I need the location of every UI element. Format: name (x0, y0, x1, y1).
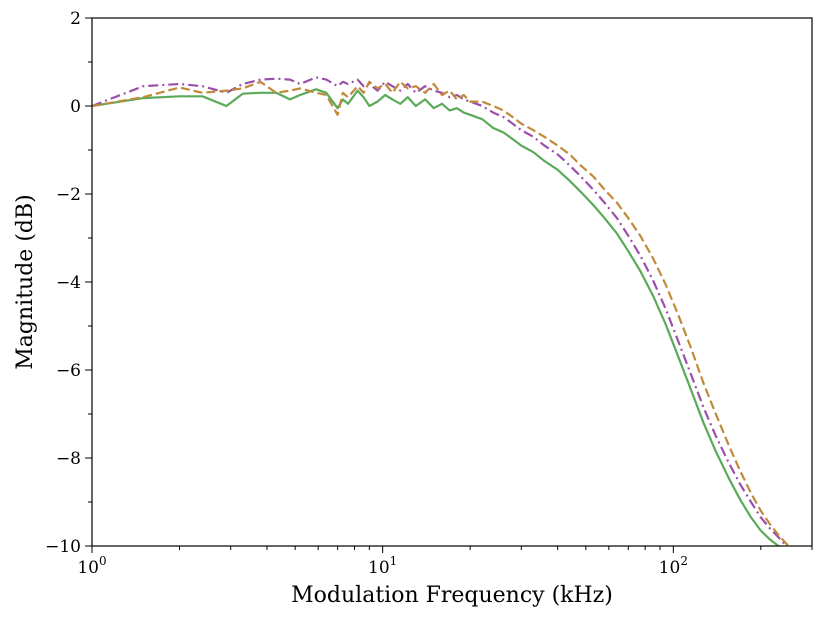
y-axis-label: Magnitude (dB) (13, 194, 38, 369)
y-tick-label: −10 (45, 537, 81, 557)
x-axis-ticks: 100 101 102 (77, 546, 813, 578)
y-tick-label: 2 (70, 9, 81, 29)
x-axis-label: Modulation Frequency (kHz) (291, 583, 613, 608)
y-tick-label: −2 (56, 185, 81, 205)
x-tick-label: 100 (77, 554, 106, 578)
series-layer (92, 76, 791, 546)
series-line-green-solid (92, 88, 781, 546)
x-tick-label: 101 (368, 554, 397, 578)
y-tick-label: −6 (56, 361, 81, 381)
y-tick-label: −8 (56, 449, 81, 469)
y-tick-label: −4 (56, 273, 81, 293)
x-tick-label: 102 (659, 554, 688, 578)
series-line-orange-dashed (92, 80, 791, 546)
series-line-purple-dashdot (92, 76, 789, 546)
y-axis-ticks: 2 0 −2 −4 −6 −8 −10 (45, 9, 92, 557)
y-tick-label: 0 (70, 97, 81, 117)
